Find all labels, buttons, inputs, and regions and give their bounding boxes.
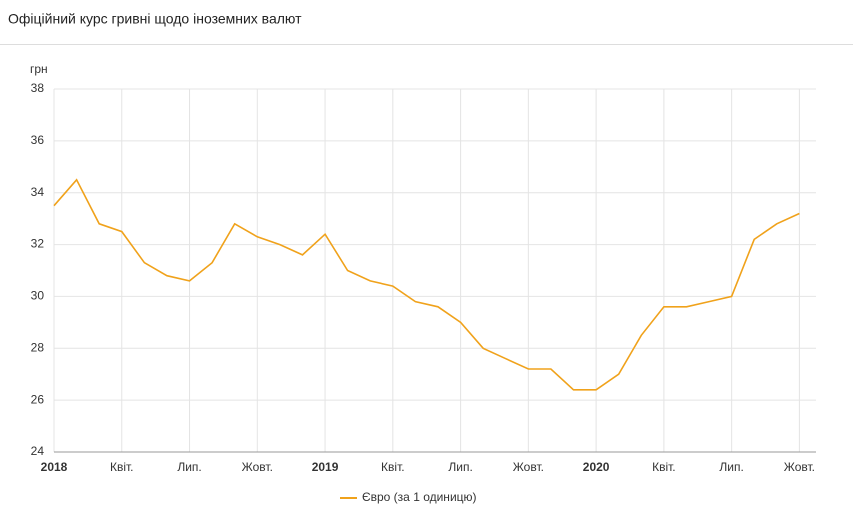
header — [0, 0, 853, 44]
legend-label: Євро (за 1 одиницю) — [362, 490, 477, 504]
x-tick-label: 2020 — [583, 460, 610, 474]
x-tick-label: 2018 — [41, 460, 68, 474]
x-tick-label: Жовт. — [242, 460, 273, 474]
x-tick-label: Квіт. — [110, 460, 134, 474]
y-axis-label: грн — [30, 62, 48, 76]
y-tick-label: 32 — [31, 237, 45, 251]
series-line — [53, 178, 800, 391]
y-tick-label: 34 — [31, 185, 45, 199]
chart-title: Офіційний курс гривні щодо іноземних вал… — [8, 11, 302, 27]
y-tick-label: 36 — [31, 133, 45, 147]
x-tick-label: Квіт. — [652, 460, 676, 474]
x-tick-label: Жовт. — [784, 460, 815, 474]
y-tick-label: 24 — [31, 444, 45, 458]
x-tick-label: Лип. — [719, 460, 743, 474]
y-tick-label: 38 — [31, 81, 45, 95]
y-tick-label: 30 — [31, 289, 45, 303]
y-tick-label: 28 — [31, 340, 45, 354]
x-tick-label: Лип. — [177, 460, 201, 474]
x-tick-label: Жовт. — [513, 460, 544, 474]
y-tick-label: 26 — [31, 392, 45, 406]
x-tick-label: Квіт. — [381, 460, 405, 474]
x-tick-label: Лип. — [448, 460, 472, 474]
x-tick-label: 2019 — [312, 460, 339, 474]
